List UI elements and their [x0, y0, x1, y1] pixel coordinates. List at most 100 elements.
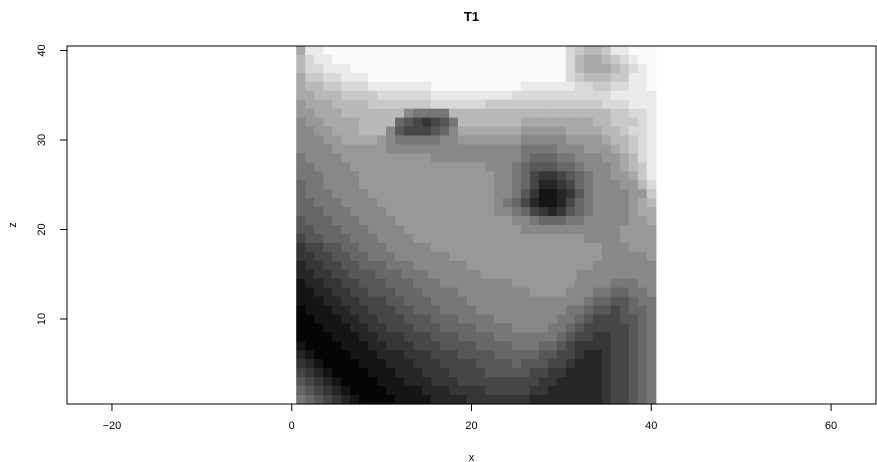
heatmap-cell — [440, 314, 450, 325]
heatmap-cell — [350, 368, 360, 378]
heatmap-cell — [619, 278, 630, 289]
heatmap-cell — [565, 108, 576, 119]
heatmap-cell — [601, 207, 612, 217]
heatmap-cell — [502, 305, 513, 316]
heatmap-cell — [422, 395, 432, 405]
heatmap-cell — [583, 251, 594, 262]
heatmap-cell — [619, 63, 630, 74]
heatmap-cell — [556, 90, 567, 101]
heatmap-cell — [529, 251, 540, 262]
heatmap-cell — [440, 108, 450, 119]
heatmap-cell — [511, 395, 522, 405]
heatmap-cell — [395, 260, 405, 271]
heatmap-cell — [377, 377, 387, 387]
heatmap-cell — [305, 46, 315, 56]
heatmap-cell — [386, 296, 396, 307]
heatmap-cell — [520, 72, 531, 83]
heatmap-cell — [395, 314, 405, 325]
heatmap-cell — [386, 278, 396, 289]
heatmap-cell — [323, 99, 333, 110]
heatmap-cell — [529, 368, 540, 378]
heatmap-cell — [449, 296, 459, 307]
y-tick-label: 10 — [36, 313, 48, 325]
heatmap-cell — [305, 395, 315, 405]
heatmap-cell — [547, 189, 558, 199]
heatmap-cell — [484, 144, 495, 154]
heatmap-cell — [637, 341, 648, 351]
heatmap-cell — [574, 278, 585, 289]
y-tick-label: 30 — [36, 134, 48, 146]
heatmap-cell — [547, 386, 558, 396]
heatmap-cell — [386, 144, 396, 154]
heatmap-cell — [628, 135, 639, 146]
heatmap-cell — [502, 296, 513, 307]
heatmap-cell — [493, 323, 504, 333]
heatmap-cell — [323, 207, 333, 217]
heatmap-cell — [574, 72, 585, 83]
heatmap-cell — [404, 46, 414, 56]
heatmap-cell — [529, 377, 540, 387]
heatmap-cell — [413, 296, 423, 307]
heatmap-cell — [538, 332, 549, 342]
heatmap-cell — [445, 269, 455, 280]
heatmap-cell — [467, 108, 477, 119]
heatmap-cell — [484, 260, 495, 271]
heatmap-cell — [377, 144, 387, 154]
heatmap-cell — [547, 377, 558, 387]
heatmap-cell — [404, 108, 414, 119]
heatmap-cell — [422, 198, 432, 208]
heatmap-cell — [538, 242, 549, 253]
heatmap-cell — [359, 305, 369, 316]
heatmap-cell — [350, 395, 360, 405]
heatmap-cell — [404, 278, 414, 289]
heatmap-cell — [619, 117, 630, 128]
heatmap-cell — [395, 242, 405, 253]
heatmap-cell — [323, 90, 333, 101]
heatmap-cell — [538, 162, 549, 172]
heatmap-cell — [467, 135, 477, 146]
heatmap-cell — [646, 359, 657, 369]
heatmap-cell — [431, 233, 441, 244]
heatmap-cell — [350, 198, 360, 208]
heatmap-cell — [529, 242, 540, 253]
heatmap-cell — [440, 233, 450, 244]
heatmap-cell — [619, 350, 630, 360]
heatmap-cell — [556, 207, 567, 217]
heatmap-cell — [646, 46, 657, 56]
heatmap-cell — [520, 207, 531, 217]
heatmap-cell — [520, 242, 531, 253]
heatmap-cell — [556, 72, 567, 83]
heatmap-cell — [556, 260, 567, 271]
heatmap-cell — [637, 359, 648, 369]
heatmap-cell — [332, 260, 342, 271]
heatmap-cell — [440, 144, 450, 154]
heatmap-cell — [359, 144, 369, 154]
heatmap-cell — [592, 90, 603, 101]
heatmap-cell — [646, 108, 657, 119]
heatmap-cell — [520, 99, 531, 110]
heatmap-cell — [332, 108, 342, 119]
heatmap-cell — [574, 359, 585, 369]
heatmap-cell — [368, 386, 378, 396]
heatmap-cell — [341, 323, 351, 333]
heatmap-cell — [395, 198, 405, 208]
heatmap-cell — [592, 180, 603, 190]
heatmap-cell — [538, 296, 549, 307]
heatmap-cell — [467, 251, 477, 262]
heatmap-cell — [413, 180, 423, 190]
heatmap-cell — [454, 269, 464, 280]
heatmap-cell — [538, 108, 549, 119]
heatmap-cell — [296, 144, 306, 154]
heatmap-cell — [619, 54, 630, 65]
heatmap-cell — [422, 296, 432, 307]
heatmap-cell — [395, 54, 405, 65]
heatmap-cell — [493, 207, 504, 217]
heatmap-cell — [547, 135, 558, 146]
heatmap-cell — [475, 63, 486, 74]
heatmap-cell — [350, 46, 360, 56]
heatmap-cell — [520, 332, 531, 342]
heatmap-cell — [314, 189, 324, 199]
heatmap-cell — [538, 359, 549, 369]
heatmap-cell — [529, 395, 540, 405]
heatmap-cell — [314, 350, 324, 360]
